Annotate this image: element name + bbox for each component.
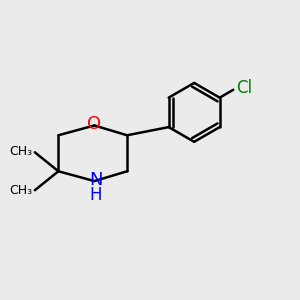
Text: H: H xyxy=(90,186,102,204)
Text: O: O xyxy=(87,115,101,133)
Text: N: N xyxy=(89,171,103,189)
Text: Cl: Cl xyxy=(236,80,252,98)
Text: CH₃: CH₃ xyxy=(9,184,32,197)
Text: CH₃: CH₃ xyxy=(9,145,32,158)
